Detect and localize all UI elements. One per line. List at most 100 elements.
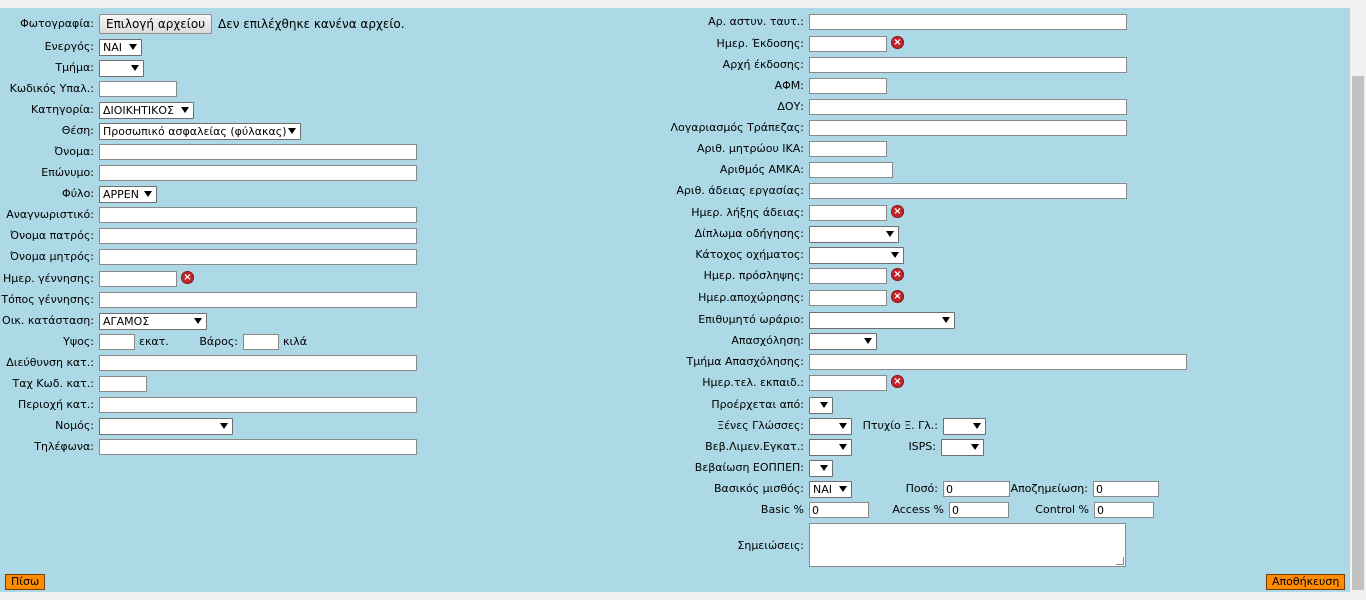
basic-percent-input[interactable]: [809, 502, 869, 518]
save-button[interactable]: Αποθήκευση: [1266, 574, 1346, 590]
amount-input[interactable]: [943, 481, 1010, 497]
origin-label: Προέρχεται από:: [711, 398, 804, 411]
height-input[interactable]: [99, 334, 135, 350]
chevron-down-icon: [129, 44, 137, 50]
clear-date-icon[interactable]: ×: [891, 36, 904, 49]
employee-code-input[interactable]: [99, 81, 177, 97]
scrollbar-thumb[interactable]: [1352, 76, 1364, 590]
employee-code-label: Κωδικός Υπαλ.:: [9, 82, 94, 95]
photo-label: Φωτογραφία:: [20, 17, 94, 30]
department-select[interactable]: [99, 60, 144, 77]
chevron-down-icon: [973, 423, 981, 429]
port-certificate-select[interactable]: [809, 439, 852, 456]
issuing-authority-label: Αρχή έκδοσης:: [722, 58, 804, 71]
amka-input[interactable]: [809, 162, 893, 178]
id-number-input[interactable]: [809, 14, 1127, 30]
last-name-input[interactable]: [99, 165, 417, 181]
birth-place-input[interactable]: [99, 292, 417, 308]
compensation-input[interactable]: [1093, 481, 1159, 497]
port-certificate-label: Βεβ.Λιμεν.Εγκατ.:: [705, 440, 804, 453]
resize-grip-icon[interactable]: [1116, 557, 1124, 565]
active-select-value: ΝΑΙ: [103, 41, 122, 54]
birth-date-input[interactable]: [99, 271, 177, 287]
address-input[interactable]: [99, 355, 417, 371]
hire-date-input[interactable]: [809, 268, 887, 284]
marital-status-select-value: ΑΓΑΜΟΣ: [103, 315, 150, 328]
leave-date-label: Ημερ.αποχώρησης:: [698, 291, 804, 304]
languages-select[interactable]: [809, 418, 852, 435]
category-select[interactable]: ΔΙΟΙΚΗΤΙΚΟΣ: [99, 102, 194, 119]
clear-date-icon[interactable]: ×: [891, 290, 904, 303]
isps-select[interactable]: [941, 439, 984, 456]
first-name-input[interactable]: [99, 144, 417, 160]
issue-date-input[interactable]: [809, 36, 887, 52]
notes-textarea[interactable]: [809, 523, 1126, 567]
notes-label: Σημειώσεις:: [737, 539, 804, 552]
height-label: Υψος:: [63, 335, 94, 348]
training-date-input[interactable]: [809, 375, 887, 391]
ika-input[interactable]: [809, 141, 887, 157]
languages-label: Ξένες Γλώσσες:: [717, 419, 804, 432]
postal-code-label: Ταχ Κωδ. κατ.:: [12, 377, 94, 390]
permit-expiry-input[interactable]: [809, 205, 887, 221]
gender-select-value: ΑΡΡΕΝ: [103, 188, 139, 201]
mother-name-input[interactable]: [99, 249, 417, 265]
department-label: Τμήμα:: [55, 61, 94, 74]
chevron-down-icon: [891, 252, 899, 258]
father-name-label: Όνομα πατρός:: [10, 229, 94, 242]
gender-select[interactable]: ΑΡΡΕΝ: [99, 186, 157, 203]
doy-input[interactable]: [809, 99, 1127, 115]
clear-date-icon[interactable]: ×: [181, 271, 194, 284]
address-label: Διεύθυνση κατ.:: [6, 356, 94, 369]
work-permit-input[interactable]: [809, 183, 1127, 199]
eoppep-select[interactable]: [809, 460, 833, 477]
driving-license-select[interactable]: [809, 226, 899, 243]
employment-select[interactable]: [809, 333, 877, 350]
mother-name-label: Όνομα μητρός:: [9, 250, 94, 263]
choose-file-button[interactable]: Επιλογή αρχείου: [99, 14, 213, 34]
marital-status-select[interactable]: ΑΓΑΜΟΣ: [99, 313, 207, 330]
prefecture-select[interactable]: [99, 418, 233, 435]
identifier-input[interactable]: [99, 207, 417, 223]
bank-account-input[interactable]: [809, 120, 1127, 136]
vertical-scrollbar[interactable]: [1350, 0, 1366, 600]
clear-date-icon[interactable]: ×: [891, 268, 904, 281]
phones-input[interactable]: [99, 439, 417, 455]
issuing-authority-input[interactable]: [809, 57, 1127, 73]
position-select[interactable]: Προσωπικό ασφαλείας (φύλακας): [99, 123, 301, 140]
chevron-down-icon: [942, 317, 950, 323]
isps-label: ISPS:: [908, 440, 936, 453]
area-label: Περιοχή κατ.:: [17, 398, 94, 411]
afm-input[interactable]: [809, 78, 887, 94]
amount-label: Ποσό:: [905, 482, 938, 495]
father-name-input[interactable]: [99, 228, 417, 244]
prefecture-label: Νομός:: [55, 419, 94, 432]
origin-select[interactable]: [809, 397, 833, 414]
clear-date-icon[interactable]: ×: [891, 205, 904, 218]
clear-date-icon[interactable]: ×: [891, 375, 904, 388]
birth-place-label: Τόπος γέννησης:: [1, 293, 94, 306]
birth-date-label: Ημερ. γέννησης:: [2, 272, 94, 285]
employment-department-label: Τμήμα Απασχόλησης:: [686, 355, 804, 368]
postal-code-input[interactable]: [99, 376, 147, 392]
vehicle-owner-select[interactable]: [809, 247, 904, 264]
control-percent-input[interactable]: [1094, 502, 1154, 518]
basic-percent-label: Basic %: [760, 503, 804, 516]
weight-input[interactable]: [243, 334, 279, 350]
issue-date-label: Ημερ. Έκδοσης:: [716, 37, 804, 50]
first-name-label: Όνομα:: [54, 145, 94, 158]
language-degree-select[interactable]: [943, 418, 986, 435]
amka-label: Αριθμός ΑΜΚΑ:: [719, 163, 804, 176]
back-button[interactable]: Πίσω: [5, 574, 46, 590]
active-select[interactable]: ΝΑΙ: [99, 39, 142, 56]
chevron-down-icon: [181, 107, 189, 113]
schedule-select[interactable]: [809, 312, 955, 329]
phones-label: Τηλέφωνα:: [34, 440, 94, 453]
leave-date-input[interactable]: [809, 290, 887, 306]
chevron-down-icon: [144, 191, 152, 197]
access-percent-input[interactable]: [949, 502, 1009, 518]
base-salary-select[interactable]: ΝΑΙ: [809, 481, 852, 498]
employment-department-input[interactable]: [809, 354, 1187, 370]
weight-label: Βάρος:: [199, 335, 238, 348]
area-input[interactable]: [99, 397, 417, 413]
